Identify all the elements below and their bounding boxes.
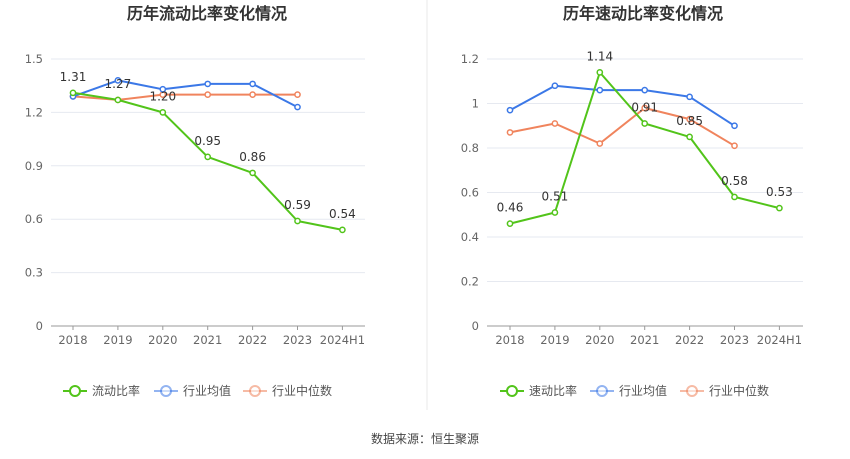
data-point (641, 120, 649, 127)
data-point (294, 91, 301, 98)
data-label: 1.14 (586, 49, 613, 63)
x-tick-label: 2020 (585, 333, 614, 347)
data-point (294, 217, 301, 225)
y-tick-label: 0.4 (461, 230, 479, 244)
data-label: 0.46 (497, 201, 524, 215)
quick-ratio-chart: 历年速动比率变化情况 0 0.2 0.4 0.6 0.8 1 1.2 2018 2019 2020 2… (461, 4, 803, 398)
legend-label: 行业均值 (619, 383, 667, 398)
series-line (72, 79, 298, 108)
y-tick-label: 0 (36, 319, 43, 333)
data-point (596, 86, 604, 94)
legend-label: 行业中位数 (709, 383, 769, 398)
data-label: 1.31 (60, 70, 87, 84)
y-tick-label: 1.2 (25, 105, 43, 119)
chart-title: 历年速动比率变化情况 (563, 4, 723, 23)
data-point (686, 133, 693, 141)
data-point (551, 120, 559, 127)
y-tick-label: 1.2 (461, 52, 479, 66)
data-label: 0.91 (631, 101, 658, 115)
data-point (731, 142, 738, 150)
y-tick-label: 0.2 (461, 275, 479, 289)
data-point (596, 140, 604, 147)
data-label: 0.59 (284, 198, 311, 212)
y-tick-label: 0.6 (25, 212, 43, 226)
x-tick-label: 2018 (58, 333, 87, 347)
y-tick-label: 0.9 (25, 159, 43, 173)
x-tick-label: 2021 (630, 333, 659, 347)
legend-marker (506, 385, 518, 397)
legend-label: 行业均值 (183, 383, 231, 398)
data-point (294, 103, 301, 111)
data-label: 0.85 (676, 114, 703, 128)
data-point (204, 153, 212, 161)
legend-marker (596, 385, 608, 397)
data-point (551, 82, 559, 90)
source-note: 数据来源：恒生聚源 (370, 432, 479, 446)
data-point (641, 86, 649, 94)
legend-marker (249, 385, 261, 397)
x-tick-label: 2023 (720, 333, 749, 347)
data-point (339, 226, 346, 234)
data-point (731, 193, 738, 201)
data-point (506, 129, 514, 136)
data-label: 0.51 (542, 190, 569, 204)
data-point (596, 69, 604, 76)
data-label: 0.86 (239, 150, 266, 164)
legend-marker (686, 385, 698, 397)
data-point (204, 91, 212, 98)
data-point (159, 109, 167, 116)
data-label: 0.53 (766, 185, 793, 199)
y-tick-label: 0.3 (25, 266, 43, 280)
data-label: 1.20 (149, 89, 176, 103)
data-point (114, 77, 122, 84)
x-tick-label: 2022 (238, 333, 267, 347)
y-tick-label: 0.6 (461, 186, 479, 200)
x-tick-label: 2020 (148, 333, 177, 347)
data-point (249, 80, 256, 88)
x-tick-label: 2019 (103, 333, 132, 347)
data-point (506, 220, 514, 227)
y-tick-label: 1 (472, 97, 479, 111)
data-point (159, 85, 167, 93)
x-tick-label: 2022 (675, 333, 704, 347)
data-point (641, 104, 649, 112)
y-tick-label: 0.8 (461, 141, 479, 155)
series-line (509, 107, 736, 147)
x-tick-label: 2018 (495, 333, 524, 347)
data-point (204, 80, 212, 88)
data-point (249, 91, 256, 98)
data-point (686, 93, 693, 101)
x-tick-label: 2023 (283, 333, 312, 347)
legend-label: 流动比率 (92, 383, 140, 398)
data-point (776, 204, 783, 212)
x-tick-label: 2024H1 (320, 333, 365, 347)
data-point (114, 96, 122, 104)
legend-label: 行业中位数 (272, 383, 332, 398)
y-tick-label: 0 (472, 319, 479, 333)
y-tick-label: 1.5 (25, 52, 43, 66)
data-label: 0.95 (194, 134, 221, 148)
x-tick-label: 2024H1 (757, 333, 802, 347)
series-line (509, 84, 736, 127)
data-point (69, 89, 77, 97)
data-label: 1.27 (105, 77, 132, 91)
data-point (686, 115, 693, 123)
data-label: 0.58 (721, 174, 748, 188)
legend-label: 速动比率 (529, 383, 577, 398)
chart-title: 历年流动比率变化情况 (127, 4, 287, 23)
data-point (506, 106, 514, 114)
x-tick-label: 2019 (540, 333, 569, 347)
x-tick-label: 2021 (193, 333, 222, 347)
data-point (249, 169, 256, 177)
legend-marker (69, 385, 81, 397)
data-label: 0.54 (329, 207, 356, 221)
legend-marker (160, 385, 172, 397)
data-point (551, 209, 559, 216)
data-point (731, 122, 738, 130)
current-ratio-chart: 历年流动比率变化情况 0 0.3 0.6 0.9 1.2 1.5 2018 2019 2020 20… (25, 4, 365, 398)
